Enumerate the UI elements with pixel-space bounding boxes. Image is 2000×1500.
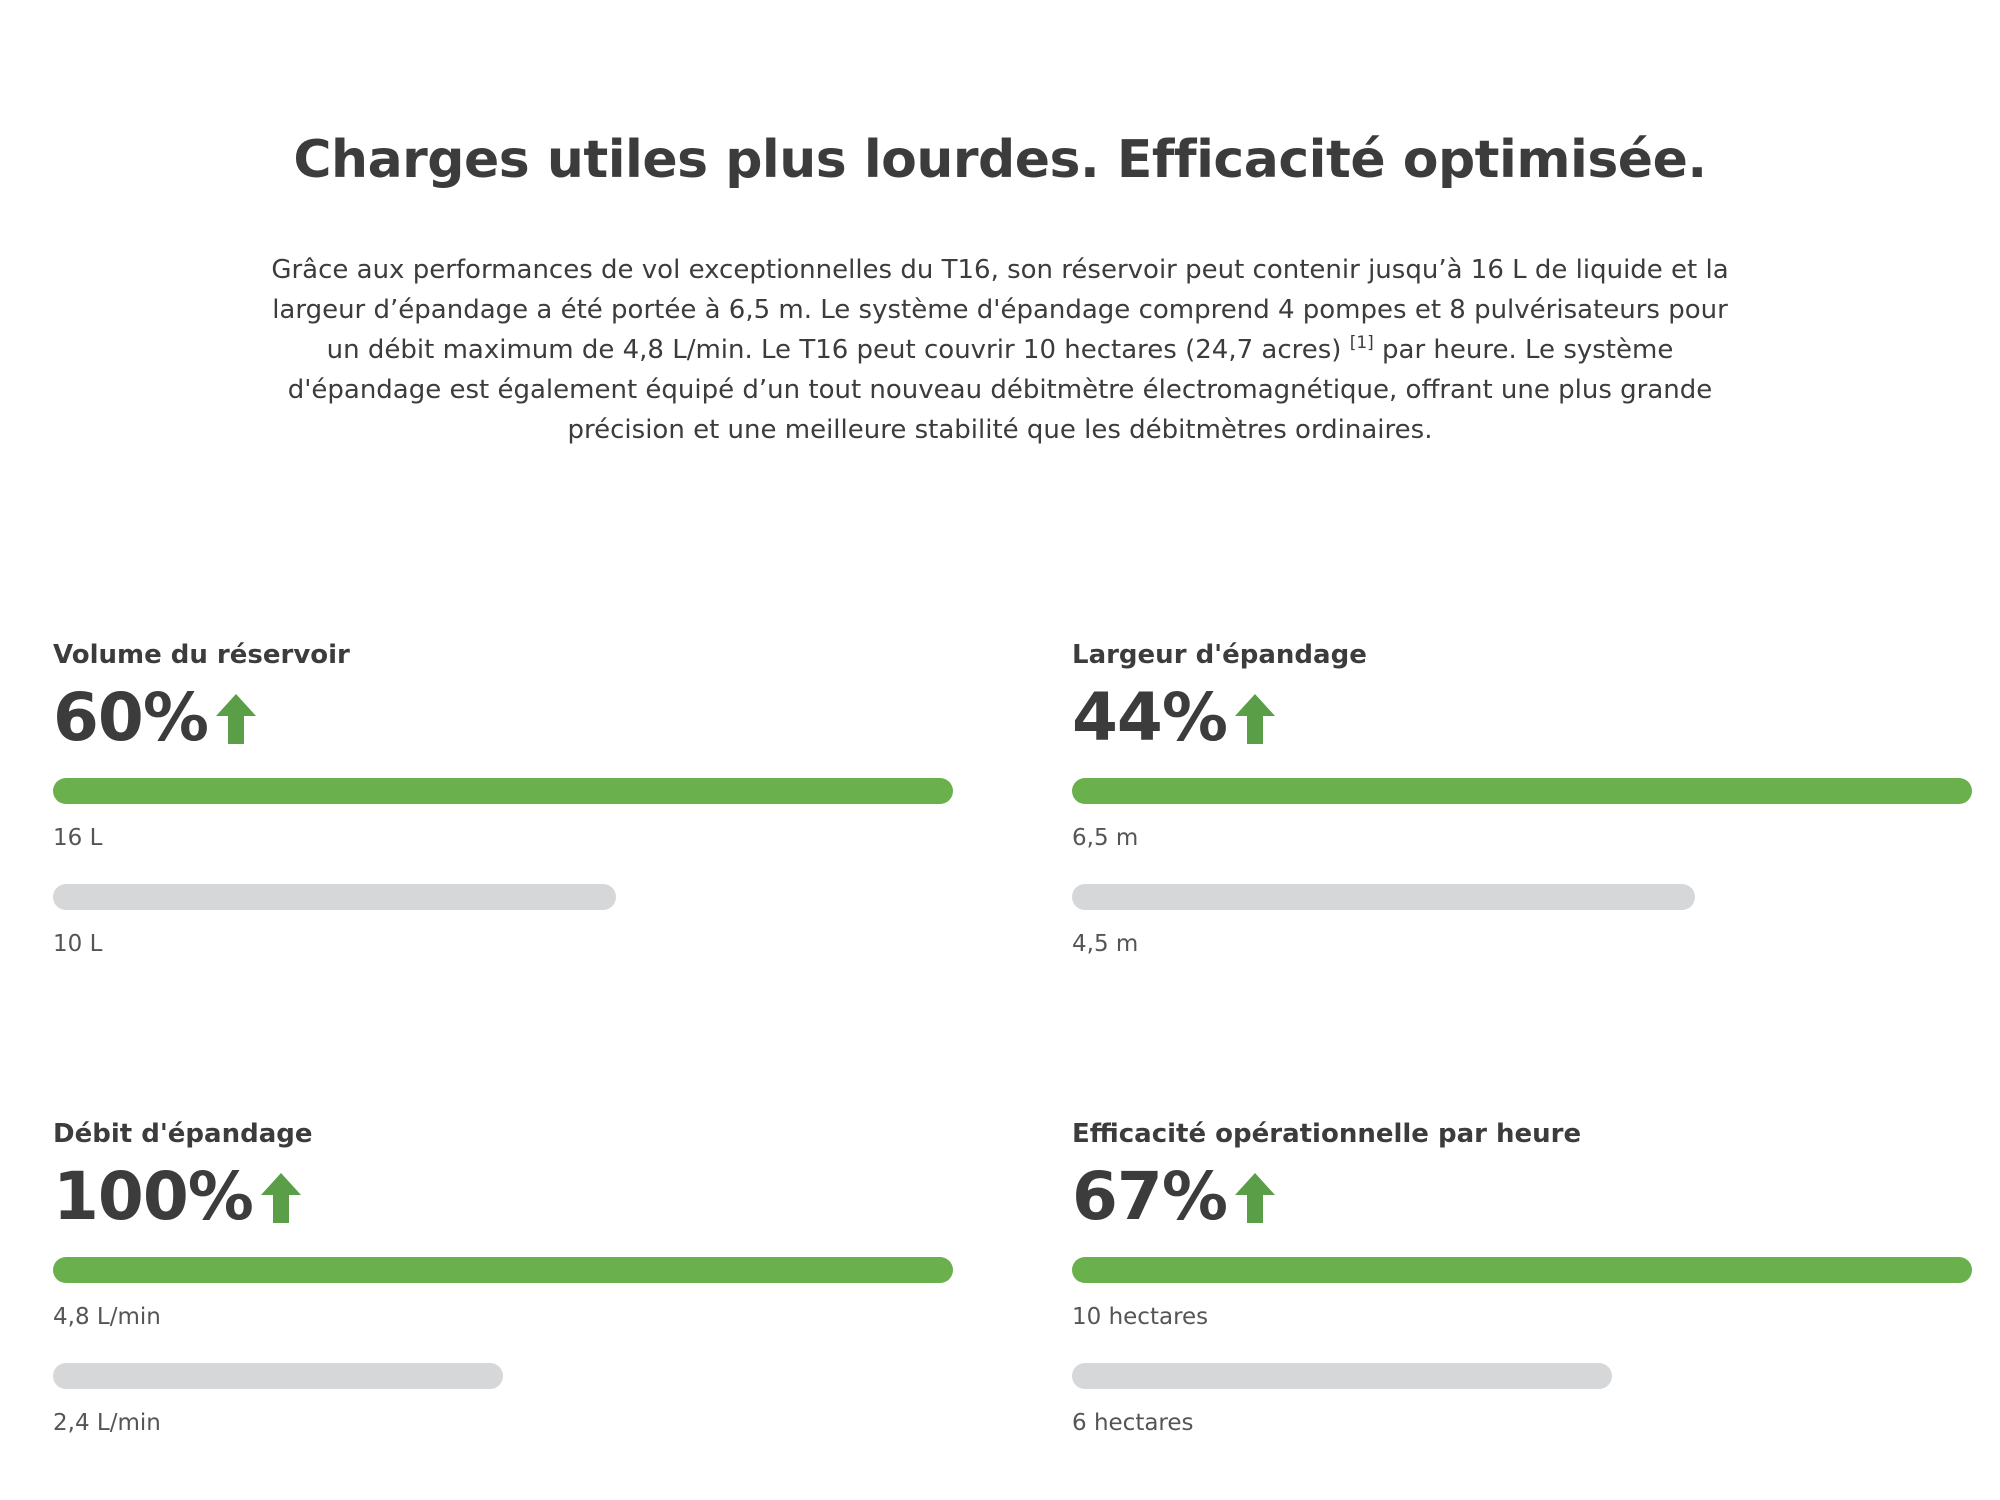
arrow-up-icon xyxy=(1234,694,1275,744)
footnote-link[interactable]: [1] xyxy=(1349,333,1374,353)
intro-paragraph: Grâce aux performances de vol exceptionn… xyxy=(260,250,1740,450)
stat-value-row: 60% xyxy=(53,678,258,758)
stat-percent: 100% xyxy=(53,1158,254,1235)
bar-new-model xyxy=(53,778,953,804)
page-title: Charges utiles plus lourdes. Efficacité … xyxy=(293,130,1707,190)
stat-percent: 44% xyxy=(1072,679,1228,756)
bar-new-model xyxy=(1072,778,1972,804)
bar-previous-model xyxy=(53,884,616,910)
arrow-up-icon xyxy=(215,694,256,744)
stat-label: Efficacité opérationnelle par heure xyxy=(1072,1119,1582,1149)
new-value-caption: 10 hectares xyxy=(1072,1304,1209,1330)
new-value-caption: 16 L xyxy=(53,825,103,851)
stat-value-row: 44% xyxy=(1072,678,1277,758)
bar-previous-model xyxy=(1072,1363,1612,1389)
stat-label: Largeur d'épandage xyxy=(1072,640,1367,670)
new-value-caption: 4,8 L/min xyxy=(53,1304,161,1330)
stat-label: Volume du réservoir xyxy=(53,640,350,670)
old-value-caption: 10 L xyxy=(53,931,103,957)
old-value-caption: 2,4 L/min xyxy=(53,1410,161,1436)
stat-percent: 60% xyxy=(53,679,209,756)
intro-text-part2: par heure. Le système d'épandage est éga… xyxy=(287,335,1713,445)
stat-value-row: 100% xyxy=(53,1157,303,1237)
old-value-caption: 4,5 m xyxy=(1072,931,1139,957)
arrow-up-icon xyxy=(1234,1173,1275,1223)
arrow-up-icon xyxy=(260,1173,301,1223)
bar-new-model xyxy=(1072,1257,1972,1283)
stat-value-row: 67% xyxy=(1072,1157,1277,1237)
bar-previous-model xyxy=(53,1363,503,1389)
stat-percent: 67% xyxy=(1072,1158,1228,1235)
stat-label: Débit d'épandage xyxy=(53,1119,313,1149)
new-value-caption: 6,5 m xyxy=(1072,825,1139,851)
intro-text-part1: Grâce aux performances de vol exceptionn… xyxy=(271,255,1729,365)
old-value-caption: 6 hectares xyxy=(1072,1410,1194,1436)
bar-previous-model xyxy=(1072,884,1695,910)
bar-new-model xyxy=(53,1257,953,1283)
